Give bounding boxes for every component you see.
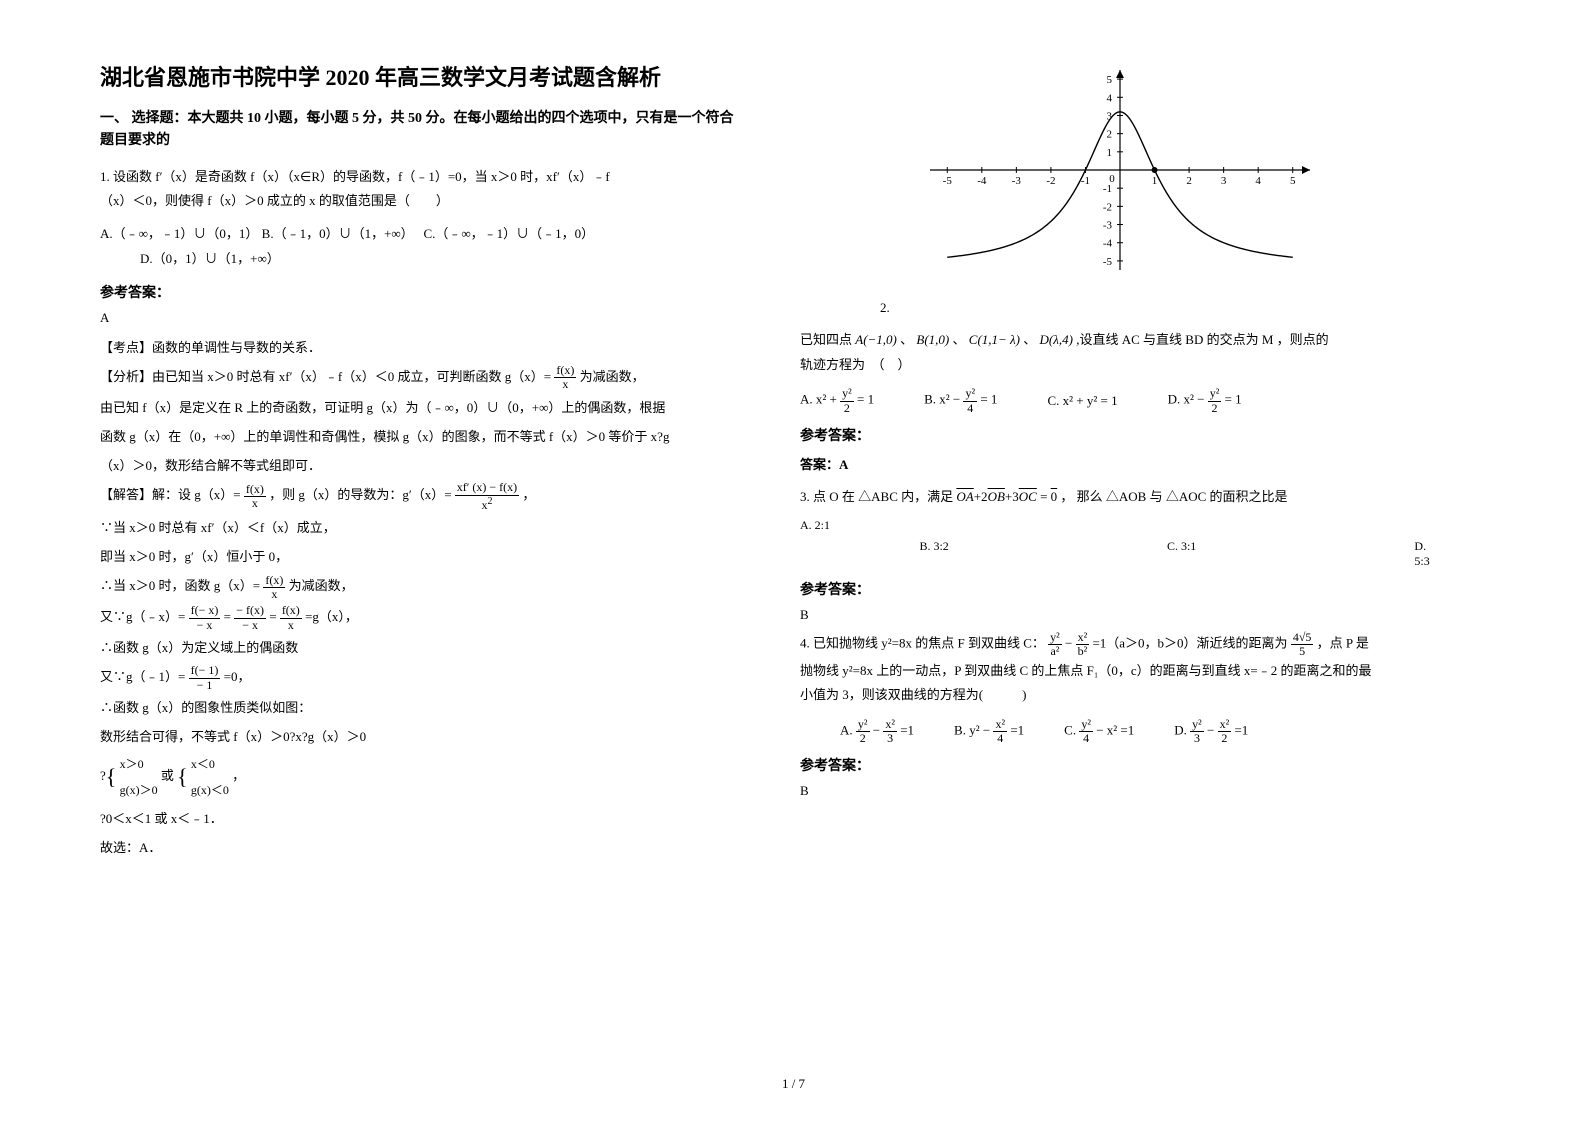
q2-opt-b: B. x² − y² 4 = 1 <box>924 387 997 414</box>
frac-fx-x-2: f(x) x <box>244 483 266 510</box>
svg-text:1: 1 <box>1152 175 1158 187</box>
q2-number: 2. <box>800 300 1440 316</box>
frac-mfx: − f(x) − x <box>234 604 266 631</box>
coordinate-chart: -5-4-3-2-1012345-5-4-3-2-112345 <box>920 60 1320 290</box>
q1-analysis-2: 由已知 f（x）是定义在 R 上的奇函数，可证明 g（x）为（﹣∞，0）∪（0，… <box>100 394 740 421</box>
q1-opt-a: A.（﹣∞，﹣1）∪（0，1） <box>100 226 258 241</box>
frac-deriv: xf′ (x) − f(x) x2 <box>455 481 519 511</box>
q1-s4: ∴当 x＞0 时，函数 g（x）= f(x) x 为减函数， <box>100 572 740 601</box>
q1-explanation: 【考点】函数的单调性与导数的关系． 【分析】由已知当 x＞0 时总有 xf′（x… <box>100 334 740 862</box>
q4-opt-c: C. y² 4 − x² =1 <box>1064 718 1134 745</box>
q3-opt-c: C. 3:1 <box>1167 539 1414 554</box>
q1-analysis-1: 【分析】由已知当 x＞0 时总有 xf′（x）﹣f（x）＜0 成立，可判断函数 … <box>100 363 740 392</box>
q1-s11: ?0＜x＜1 或 x＜﹣1． <box>100 805 740 832</box>
q1-stem-l1: 1. 设函数 f′（x）是奇函数 f（x）（x∈R）的导函数，f（﹣1）=0，当… <box>100 169 610 184</box>
q1-analysis-4: （x）＞0，数形结合解不等式组即可． <box>100 452 740 479</box>
q3-stem: 3. 点 O 在 △ABC 内，满足 OA+2OB+3OC = 0 ， 那么 △… <box>800 485 1440 510</box>
q4-opt-b: B. y² − x² 4 =1 <box>954 718 1024 745</box>
svg-text:-4: -4 <box>977 175 987 187</box>
answer-label-4: 参考答案： <box>800 755 1440 775</box>
q1-s10: ?{ x＞0 g(x)＞0 或 { x＜0 g(x)＜0 ， <box>100 752 740 802</box>
q3-answer: B <box>800 607 1440 623</box>
q1-s12: 故选：A． <box>100 834 740 861</box>
svg-text:-3: -3 <box>1103 220 1113 232</box>
q1-s9: 数形结合可得，不等式 f（x）＞0?x?g（x）＞0 <box>100 723 740 750</box>
q1-s8: ∴函数 g（x）的图象性质类似如图： <box>100 694 740 721</box>
svg-text:-5: -5 <box>1103 256 1113 268</box>
svg-text:-3: -3 <box>1012 175 1022 187</box>
svg-text:1: 1 <box>1107 147 1113 159</box>
q3-opt-b: B. 3:2 <box>919 539 1166 554</box>
svg-text:3: 3 <box>1221 175 1227 187</box>
q1-opt-d: D.（0，1）∪（1，+∞） <box>100 247 740 272</box>
point-D: D(λ,4) <box>1040 332 1073 347</box>
q2-answer: 答案：A <box>800 453 1440 478</box>
q3-opt-a: A. 2:1 <box>800 518 940 533</box>
svg-text:-5: -5 <box>943 175 953 187</box>
svg-text:5: 5 <box>1107 74 1113 86</box>
q1-s7: 又∵g（﹣1）= f(− 1) − 1 =0， <box>100 663 740 692</box>
point-A: A(−1,0) <box>855 332 897 347</box>
q1-s5: 又∵g（﹣x）= f(− x) − x = − f(x) − x = f(x) … <box>100 603 740 632</box>
q2-opt-a: A. x² + y² 2 = 1 <box>800 387 874 414</box>
answer-label-3: 参考答案： <box>800 579 1440 599</box>
chart-svg: -5-4-3-2-1012345-5-4-3-2-112345 <box>920 60 1320 280</box>
svg-text:-2: -2 <box>1103 201 1112 213</box>
page-title: 湖北省恩施市书院中学 2020 年高三数学文月考试题含解析 <box>100 60 740 92</box>
q1-options: A.（﹣∞，﹣1）∪（0，1） B.（﹣1，0）∪（1，+∞） C.（﹣∞，﹣1… <box>100 222 740 271</box>
section-heading: 一、 选择题：本大题共 10 小题，每小题 5 分，共 50 分。在每小题给出的… <box>100 108 740 153</box>
q2-opt-d: D. x² − y² 2 = 1 <box>1168 387 1242 414</box>
svg-text:4: 4 <box>1107 92 1113 104</box>
sys1: x＞0 g(x)＞0 <box>120 752 158 802</box>
answer-label-2: 参考答案： <box>800 425 1440 445</box>
q1-s6: ∴函数 g（x）为定义域上的偶函数 <box>100 634 740 661</box>
q3-opt-d: D. 5:3 <box>1414 539 1440 569</box>
svg-text:-4: -4 <box>1103 238 1113 250</box>
q3-options: A. 2:1 <box>800 518 1440 533</box>
q1-solve-1: 【解答】解：设 g（x）= f(x) x ，则 g（x）的导数为：g′（x）= … <box>100 481 740 511</box>
frac-fx-x: f(x) x <box>554 364 576 391</box>
q2-stem: 已知四点 A(−1,0) 、 B(1,0) 、 C(1,1− λ) 、 D(λ,… <box>800 328 1440 377</box>
svg-text:2: 2 <box>1107 129 1113 141</box>
q4-stem: 4. 已知抛物线 y²=8x 的焦点 F 到双曲线 C： y² a² − x² … <box>800 631 1440 708</box>
q1-stem: 1. 设函数 f′（x）是奇函数 f（x）（x∈R）的导函数，f（﹣1）=0，当… <box>100 165 740 214</box>
point-C: C(1,1− λ) <box>969 332 1020 347</box>
q1-s3: 即当 x＞0 时，g′（x）恒小于 0， <box>100 543 740 570</box>
q1-analysis-3: 函数 g（x）在（0，+∞）上的单调性和奇偶性，模拟 g（x）的图象，而不等式 … <box>100 423 740 450</box>
q1-opt-c: C.（﹣∞，﹣1）∪（﹣1，0） <box>423 226 594 241</box>
svg-text:4: 4 <box>1255 175 1261 187</box>
q2-opt-c: C. x² + y² = 1 <box>1047 393 1117 409</box>
q1-stem-l2: （x）＜0，则使得 f（x）＞0 成立的 x 的取值范围是（ ） <box>100 193 449 208</box>
q1-point: 【考点】函数的单调性与导数的关系． <box>100 334 740 361</box>
q1-answer: A <box>100 310 740 326</box>
frac-fm1: f(− 1) − 1 <box>189 664 221 691</box>
point-B: B(1,0) <box>916 332 949 347</box>
q4-options: A. y² 2 − x² 3 =1 B. y² − x² 4 <box>840 718 1440 745</box>
q2-options: A. x² + y² 2 = 1 B. x² − y² 4 = 1 C. <box>800 387 1440 414</box>
q4-opt-a: A. y² 2 − x² 3 =1 <box>840 718 914 745</box>
svg-text:2: 2 <box>1186 175 1192 187</box>
answer-label: 参考答案： <box>100 282 740 302</box>
frac-fx-x-4: f(x) x <box>280 604 302 631</box>
svg-text:-2: -2 <box>1046 175 1055 187</box>
q1-s2: ∵当 x＞0 时总有 xf′（x）＜f（x）成立， <box>100 514 740 541</box>
svg-text:-1: -1 <box>1103 183 1112 195</box>
svg-text:5: 5 <box>1290 175 1296 187</box>
q1-opt-b: B.（﹣1，0）∪（1，+∞） <box>262 226 408 241</box>
sys2: x＜0 g(x)＜0 <box>191 752 229 802</box>
frac-fmx: f(− x) − x <box>189 604 221 631</box>
q4-opt-d: D. y² 3 − x² 2 =1 <box>1174 718 1248 745</box>
q4-answer: B <box>800 783 1440 799</box>
page-footer: 1 / 7 <box>0 1076 1587 1092</box>
frac-fx-x-3: f(x) x <box>263 574 285 601</box>
